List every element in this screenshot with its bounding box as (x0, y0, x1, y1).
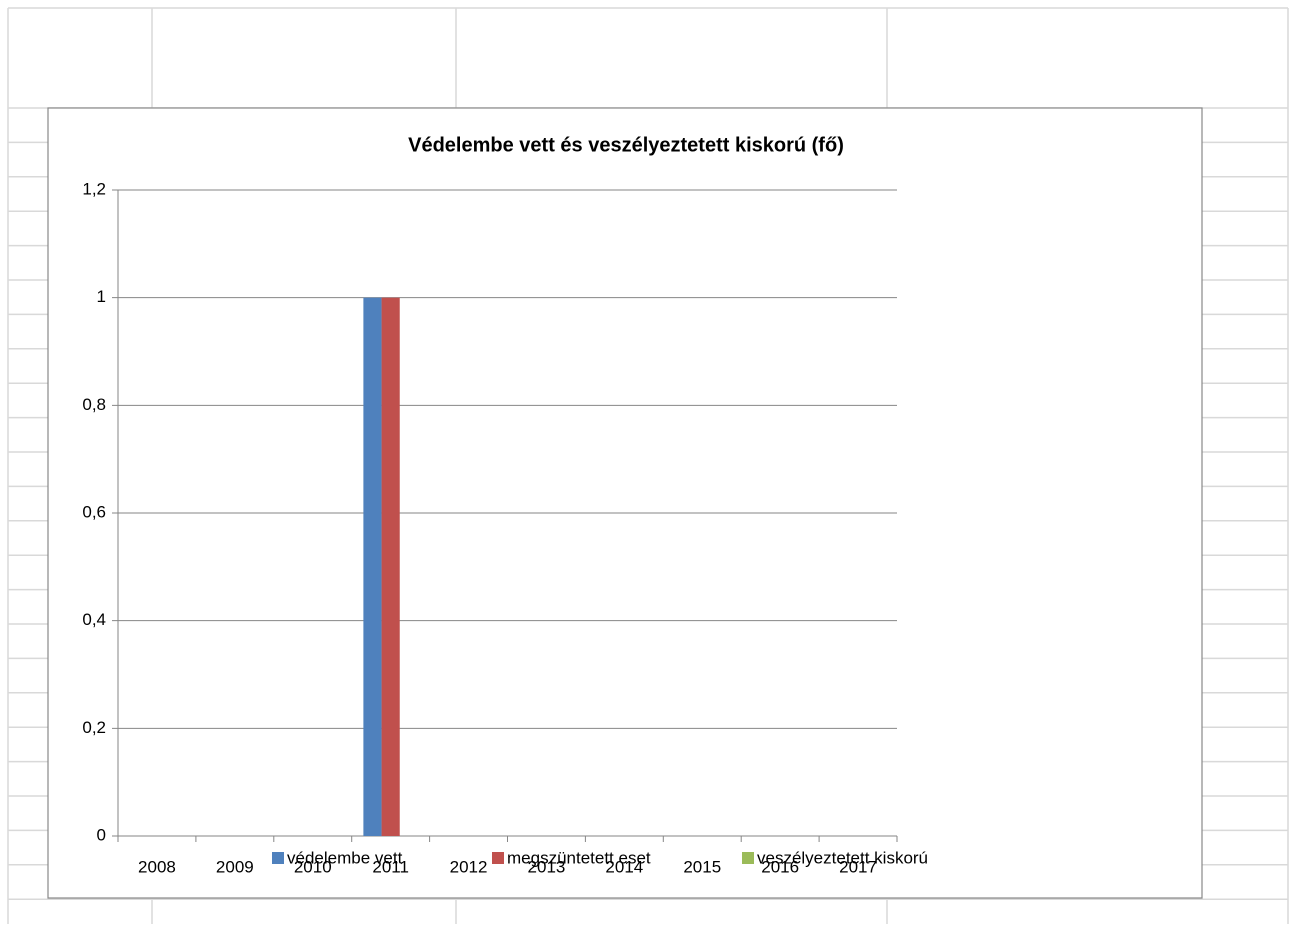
x-tick-label: 2011 (372, 857, 409, 876)
y-tick-label: 0,6 (82, 502, 106, 521)
bar (363, 297, 382, 837)
legend-label: veszélyeztetett kiskorú (757, 848, 928, 867)
x-tick-label: 2016 (761, 857, 799, 876)
legend-swatch (742, 852, 754, 864)
x-tick-label: 2010 (294, 857, 332, 876)
y-tick-label: 1,2 (82, 179, 106, 198)
x-tick-label: 2014 (605, 857, 643, 876)
chart-title: Védelembe vett és veszélyeztetett kiskor… (408, 134, 844, 156)
x-tick-label: 2013 (528, 857, 566, 876)
legend-swatch (272, 852, 284, 864)
y-tick-label: 0,2 (82, 718, 106, 737)
legend-label: megszüntetett eset (507, 848, 651, 867)
x-tick-label: 2017 (839, 857, 877, 876)
y-tick-label: 0,8 (82, 395, 106, 414)
y-tick-label: 0,4 (82, 610, 106, 629)
y-tick-label: 0 (97, 825, 106, 844)
x-tick-label: 2015 (683, 857, 721, 876)
x-tick-label: 2012 (450, 857, 488, 876)
bar (381, 297, 400, 837)
legend-swatch (492, 852, 504, 864)
x-tick-label: 2009 (216, 857, 254, 876)
chart-area[interactable] (47, 107, 1203, 899)
y-tick-label: 1 (97, 287, 106, 306)
x-tick-label: 2008 (138, 857, 176, 876)
legend-label: védelembe vett (287, 848, 403, 867)
